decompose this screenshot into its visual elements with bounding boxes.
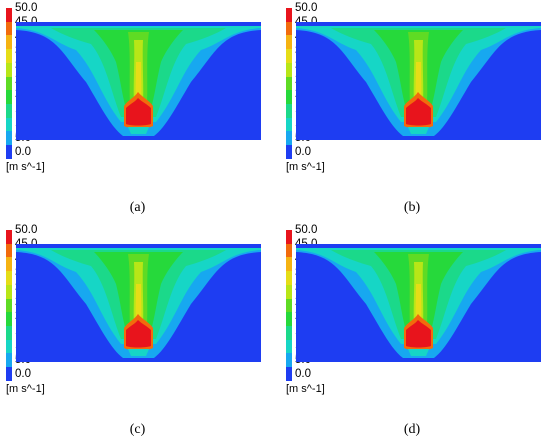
figure-panel-c: 50.045.040.035.030.025.020.015.010.05.00… [0,222,275,442]
colorbar-swatch [6,243,12,258]
colorbar-swatch [6,90,12,105]
colorbar-swatch [6,326,12,340]
colorbar-swatch [286,284,292,299]
colorbar-unit-label: [m s^-1] [6,161,45,173]
colorbar-swatch [286,131,292,146]
colorbar-swatch [286,62,292,77]
colorbar-swatch [6,62,12,77]
colorbar-swatch [286,367,292,381]
colorbar-swatch [6,21,12,36]
velocity-contour-plot [296,244,541,362]
panel-caption: (a) [129,200,146,215]
colorbar [6,8,12,159]
panel-caption: (d) [403,422,421,437]
velocity-contour-plot [16,22,261,140]
colorbar-swatch [286,271,292,285]
colorbar-swatch [6,271,12,285]
colorbar-swatch [6,284,12,299]
colorbar-swatch [6,104,12,118]
panel-caption: (b) [403,200,421,215]
colorbar-tick-label: 50.0 [15,224,38,236]
colorbar-swatch [6,8,12,22]
colorbar-swatch [286,326,292,340]
colorbar-swatch [6,131,12,146]
colorbar-swatch [286,298,292,313]
colorbar-swatch [6,49,12,63]
colorbar-swatch [6,145,12,159]
colorbar-tick-label: 0.0 [15,368,31,380]
colorbar-swatch [286,49,292,63]
colorbar-tick-label: 50.0 [295,224,318,236]
colorbar-swatch [286,104,292,118]
colorbar-swatch [6,76,12,91]
colorbar-swatch [286,76,292,91]
colorbar-unit-label: [m s^-1] [6,383,45,395]
colorbar-swatch [6,339,12,354]
colorbar-swatch [286,145,292,159]
colorbar-swatch [286,339,292,354]
colorbar-swatch [286,312,292,327]
colorbar-swatch [286,21,292,36]
colorbar-swatch [286,243,292,258]
colorbar-swatch [286,257,292,272]
colorbar-swatch [6,230,12,244]
colorbar [286,230,292,381]
figure-panel-a: 50.045.040.035.030.025.020.015.010.05.00… [0,0,275,220]
colorbar-tick-label: 0.0 [295,146,311,158]
colorbar-swatch [6,257,12,272]
colorbar-tick-label: 0.0 [295,368,311,380]
colorbar-unit-label: [m s^-1] [286,161,325,173]
colorbar-tick-label: 50.0 [295,2,318,14]
figure-panel-d: 50.045.040.035.030.025.020.015.010.05.00… [280,222,550,442]
colorbar [286,8,292,159]
panel-caption: (c) [129,422,146,437]
figure-panel-b: 50.045.040.035.030.025.020.015.010.05.00… [280,0,550,220]
colorbar-swatch [286,353,292,368]
colorbar-swatch [286,230,292,244]
colorbar-swatch [6,117,12,132]
colorbar-swatch [6,367,12,381]
colorbar-swatch [286,35,292,50]
colorbar-swatch [286,90,292,105]
colorbar-swatch [286,8,292,22]
colorbar-tick-label: 50.0 [15,2,38,14]
colorbar-swatch [6,298,12,313]
colorbar-swatch [6,353,12,368]
colorbar-swatch [6,35,12,50]
colorbar-swatch [6,312,12,327]
colorbar-tick-label: 0.0 [15,146,31,158]
velocity-contour-plot [296,22,541,140]
colorbar-unit-label: [m s^-1] [286,383,325,395]
velocity-contour-plot [16,244,261,362]
colorbar-swatch [286,117,292,132]
colorbar [6,230,12,381]
